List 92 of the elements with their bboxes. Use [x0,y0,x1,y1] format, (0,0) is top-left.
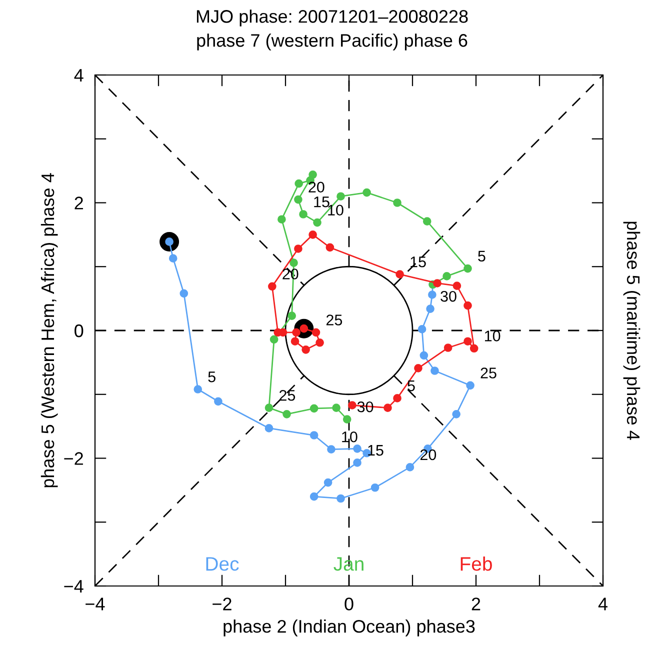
point [442,272,451,280]
annotation: 30 [440,290,456,302]
text: Dec [206,557,239,571]
point [420,351,428,360]
point [353,444,362,453]
point [464,264,472,273]
point [353,458,362,467]
point [418,325,426,334]
point [327,445,336,454]
point [214,397,222,406]
annotation: 10 [342,431,358,442]
point [194,385,202,394]
y-tick-label: −2 [64,452,83,465]
point [313,218,322,227]
point [393,394,402,402]
point [396,270,404,278]
point [332,404,340,412]
point [348,401,356,410]
point [264,424,274,432]
point [414,364,422,372]
point [342,415,352,424]
annotation: 25 [326,314,342,326]
y-tick-label: 4 [74,69,84,82]
x-tick-label: 4 [598,598,608,610]
annotation: 5 [208,372,216,382]
point [393,198,402,207]
point [294,179,303,188]
point [426,304,434,313]
point [290,337,300,346]
point [326,243,334,252]
point [444,344,452,352]
point [278,215,286,224]
point [264,404,274,412]
annotation: 5 [478,250,486,262]
annotation: 20 [420,449,436,460]
point [310,404,318,413]
point [464,301,472,310]
point [452,282,462,290]
point [466,381,474,390]
x-axis-title: phase 2 (Indian Ocean) phase3 [224,620,475,636]
point [428,290,436,299]
point [406,463,414,472]
point [270,335,278,344]
y-axis-title: phase 5 (Western Hem, Africa) phase 4 [40,173,58,488]
point [430,366,439,375]
annotation: 25 [480,368,496,378]
annotation: 10 [328,204,344,216]
text: Jan [334,557,364,571]
x-tick-label: 0 [344,598,354,610]
point [312,328,320,337]
point [310,492,318,501]
x-tick-label: −4 [86,598,105,610]
point [362,188,371,197]
point [470,344,478,353]
y2-axis-title: phase 5 (maritime) phase 4 [623,222,640,440]
point [292,328,300,337]
point [299,210,308,218]
point [288,312,296,320]
point [370,483,380,492]
point [422,217,432,226]
point [452,410,460,418]
point [310,431,318,440]
point [302,345,310,354]
point [180,289,188,298]
y-tick-label: 0 [74,324,84,338]
point [433,279,442,288]
point [294,244,302,253]
point [308,230,317,239]
y-tick-label: −4 [64,580,84,593]
point [464,337,472,346]
point [336,192,345,201]
x-tick-label: 2 [472,598,480,610]
point [294,195,302,204]
text: Feb [460,556,492,571]
chart-subtitle: phase 7 (western Pacific) phase 6 [197,34,468,50]
y-tick-label: 2 [74,196,83,210]
point [290,258,298,267]
x-tick-label: −2 [212,598,232,610]
annotation: 15 [368,445,384,456]
point [168,254,178,262]
chart-title: MJO phase: 20071201–20080228 [196,10,468,26]
point [282,410,291,418]
point [336,494,345,503]
annotation: 15 [314,196,330,208]
point [384,404,392,412]
annotation: 5 [408,380,415,392]
point [324,478,332,487]
point [268,282,276,291]
annotation: 10 [484,330,500,342]
annotation: 25 [279,390,296,401]
annotation: 20 [308,182,324,193]
point [316,338,324,347]
